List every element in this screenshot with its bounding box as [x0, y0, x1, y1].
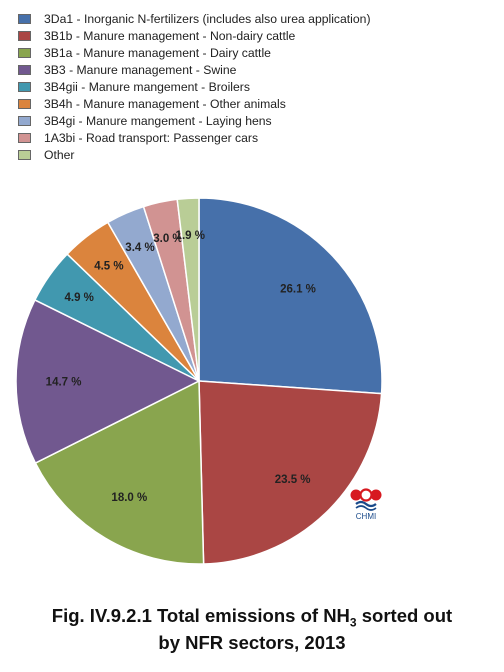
slice-value-label: 14.7 % [46, 376, 82, 388]
legend-label: 3B1b - Manure management - Non-dairy cat… [44, 28, 296, 43]
chmi-logo-text: CHMI [355, 512, 377, 521]
legend-swatch [18, 64, 31, 75]
legend-swatch [18, 30, 31, 41]
legend-label: 3B3 - Manure management - Swine [44, 62, 237, 77]
slice-value-label: 3.4 % [125, 242, 154, 254]
pie-slice [15, 298, 201, 465]
legend-label: Other [44, 147, 75, 162]
legend-item: 3Da1 - Inorganic N-fertilizers (includes… [18, 10, 498, 27]
caption-subscript: 3 [349, 615, 357, 630]
figure-caption: Fig. IV.9.2.1 Total emissions of NH3 sor… [0, 606, 504, 653]
legend-label: 3B4h - Manure management - Other animals [44, 96, 286, 111]
slice-value-label: 18.0 % [111, 492, 147, 504]
slice-value-label: 23.5 % [275, 474, 311, 486]
pie-slice [198, 380, 383, 565]
chart-legend: 3Da1 - Inorganic N-fertilizers (includes… [18, 10, 498, 163]
legend-item: 1A3bi - Road transport: Passenger cars [18, 129, 498, 146]
legend-swatch [18, 149, 31, 160]
legend-item: 3B1b - Manure management - Non-dairy cat… [18, 27, 498, 44]
legend-item: 3B3 - Manure management - Swine [18, 61, 498, 78]
legend-item: 3B4gi - Manure mangement - Laying hens [18, 112, 498, 129]
legend-swatch [18, 115, 31, 126]
pie-slice [176, 197, 200, 382]
legend-swatch [18, 81, 31, 92]
legend-item: 3B1a - Manure management - Dairy cattle [18, 44, 498, 61]
caption-line-2: by NFR sectors, 2013 [158, 631, 346, 653]
legend-swatch [18, 13, 31, 24]
legend-swatch [18, 132, 31, 143]
caption-line-1: Fig. IV.9.2.1 Total emissions of NH3 sor… [0, 606, 504, 633]
caption-line-1-prefix: Fig. IV.9.2.1 Total emissions of NH [51, 605, 350, 626]
pie-slice [198, 197, 383, 395]
slice-value-label: 1.9 % [176, 230, 205, 242]
legend-item: 3B4gii - Manure mangement - Broilers [18, 78, 498, 95]
caption-line-1-suffix: sorted out [356, 605, 453, 626]
legend-swatch [18, 98, 31, 109]
slice-value-label: 3.0 % [153, 233, 182, 245]
legend-label: 3B1a - Manure management - Dairy cattle [44, 45, 271, 60]
slice-value-label: 4.5 % [94, 261, 123, 273]
legend-item: 3B4h - Manure management - Other animals [18, 95, 498, 112]
pie-slice [34, 379, 205, 565]
chmi-logo: CHMI [349, 488, 383, 524]
slice-value-label: 4.9 % [65, 292, 94, 304]
slice-value-label: 26.1 % [280, 284, 316, 296]
legend-label: 3B4gi - Manure mangement - Laying hens [44, 113, 272, 128]
legend-item: Other [18, 146, 498, 163]
legend-label: 3Da1 - Inorganic N-fertilizers (includes… [44, 11, 371, 26]
legend-label: 3B4gii - Manure mangement - Broilers [44, 79, 250, 94]
chmi-logo-mark [350, 488, 382, 511]
legend-label: 1A3bi - Road transport: Passenger cars [44, 130, 259, 145]
legend-swatch [18, 47, 31, 58]
pie-chart: 26.1 % 23.5 % 18.0 % 14.7 % 4.9 % 4.5 %3.4 %3… [15, 197, 383, 565]
